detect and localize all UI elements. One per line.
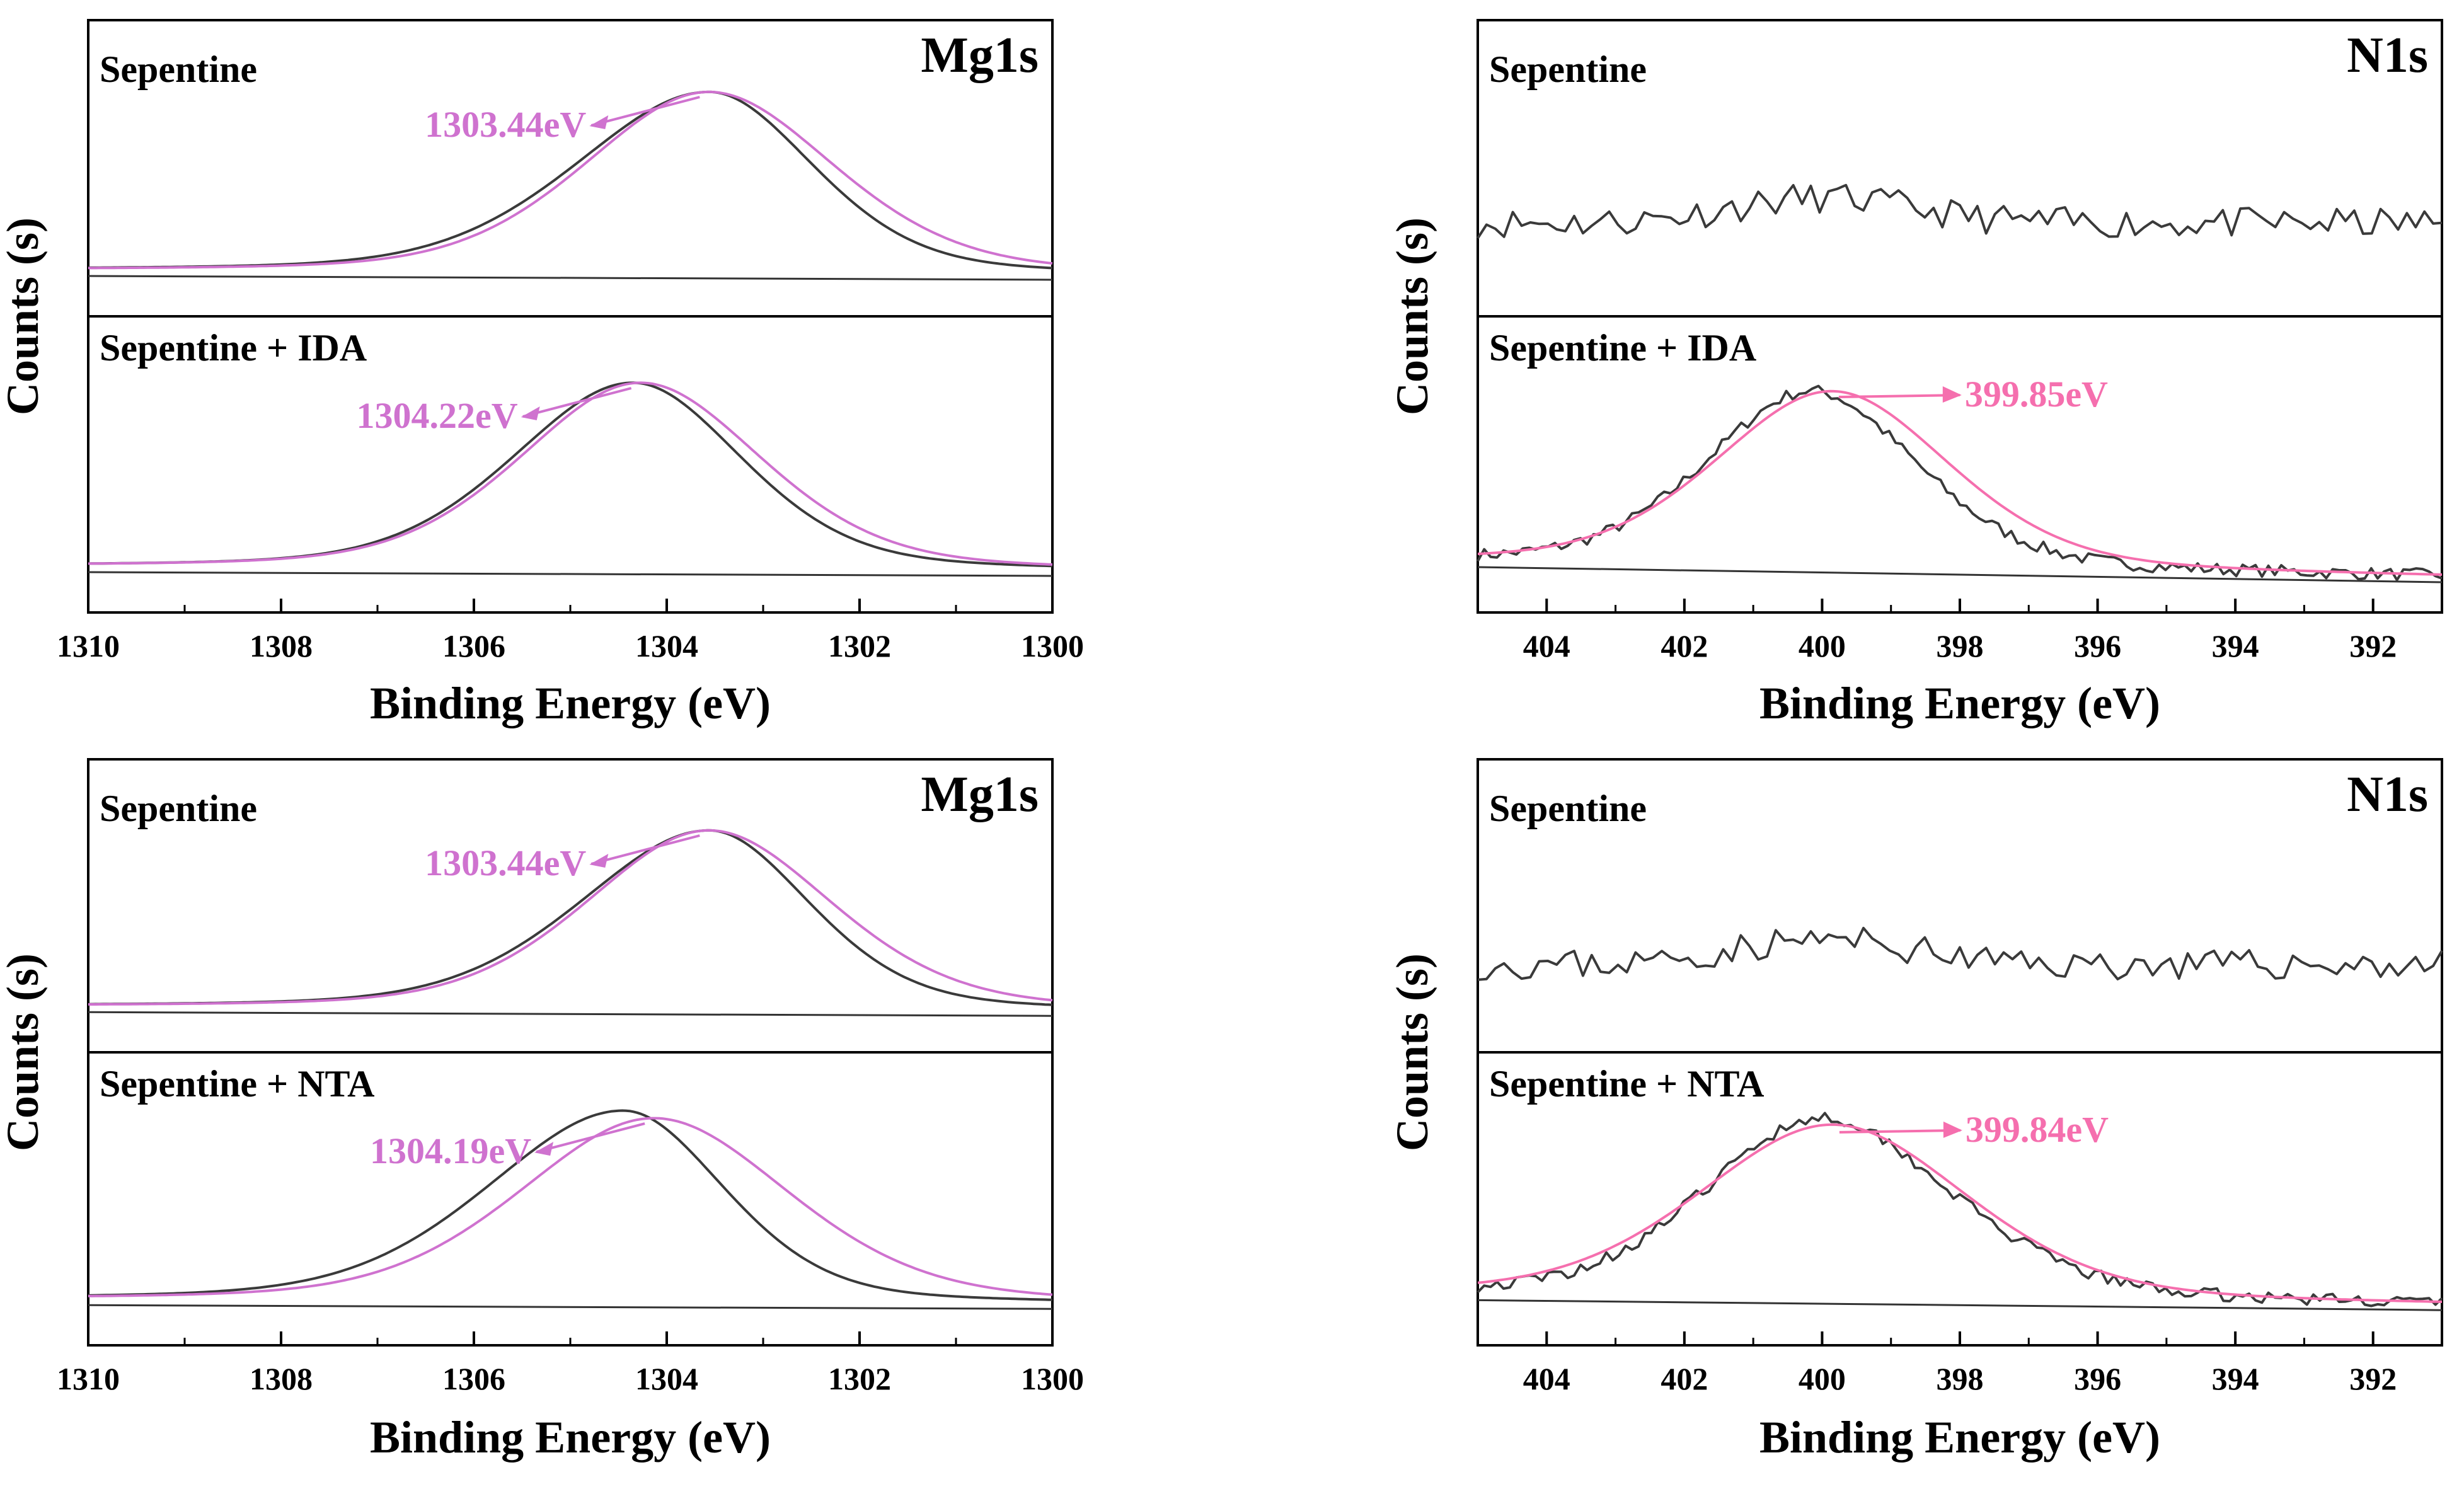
- fitted-peak-line: [88, 1117, 1053, 1297]
- x-tick-label: 394: [2212, 1361, 2259, 1396]
- x-tick-label: 400: [1799, 1361, 1846, 1396]
- fitted-peak-line: [88, 90, 1053, 270]
- x-tick-label: 1302: [828, 1361, 891, 1396]
- peak-position-label: 399.85eV: [1965, 374, 2108, 415]
- x-axis-label: Binding Energy (eV): [1759, 678, 2160, 728]
- x-tick-label: 1300: [1021, 1361, 1084, 1396]
- peak-position-label: 1303.44eV: [425, 104, 586, 145]
- panel-sample-label: Sepentine + IDA: [100, 327, 367, 369]
- peak-arrow: [522, 387, 632, 418]
- peak-arrow: [590, 96, 700, 127]
- panel-sample-label: Sepentine + IDA: [1489, 327, 1756, 369]
- background-baseline: [88, 275, 1053, 281]
- peak-position-label: 1303.44eV: [425, 842, 586, 883]
- peak-arrow: [1838, 394, 1960, 398]
- y-axis-label: Counts (s): [0, 953, 48, 1151]
- chart-title: Mg1s: [921, 28, 1039, 83]
- x-tick-label: 398: [1937, 628, 1984, 664]
- y-axis-label: Counts (s): [1387, 953, 1437, 1151]
- panel-sample-label: Sepentine: [1489, 49, 1647, 90]
- x-tick-label: 392: [2349, 628, 2397, 664]
- panel-sample-label: Sepentine + NTA: [100, 1063, 374, 1105]
- x-tick-label: 1308: [250, 628, 313, 664]
- peak-arrow: [590, 834, 700, 865]
- peak-arrowhead: [521, 406, 540, 420]
- peak-position-label: 1304.19eV: [370, 1130, 531, 1171]
- x-tick-label: 1302: [828, 628, 891, 664]
- background-baseline: [1477, 566, 2443, 583]
- measured-spectrum-line: [88, 1109, 1053, 1301]
- x-tick-label: 392: [2349, 1361, 2397, 1396]
- peak-arrow: [536, 1122, 645, 1154]
- x-tick-label: 1306: [442, 1361, 505, 1396]
- x-axis-label: Binding Energy (eV): [370, 1412, 771, 1462]
- peak-arrow: [1839, 1129, 1960, 1134]
- measured-spectrum-line: [1477, 183, 2443, 239]
- fitted-peak-line: [1477, 389, 2443, 576]
- background-baseline: [88, 571, 1053, 577]
- x-tick-label: 404: [1523, 628, 1570, 664]
- x-tick-label: 400: [1799, 628, 1846, 664]
- x-tick-label: 1304: [635, 628, 698, 664]
- peak-arrowhead: [589, 854, 609, 868]
- measured-spectrum-line: [1477, 384, 2443, 582]
- x-tick-label: 404: [1523, 1361, 1570, 1396]
- x-tick-label: 394: [2212, 628, 2259, 664]
- x-tick-label: 1310: [57, 1361, 120, 1396]
- measured-spectrum-line: [88, 381, 1053, 568]
- peak-arrowhead: [1943, 1121, 1962, 1138]
- chart-n-nta: [1477, 758, 2443, 1347]
- chart-title: Mg1s: [921, 767, 1039, 822]
- peak-arrowhead: [534, 1142, 554, 1156]
- peak-arrowhead: [589, 115, 609, 129]
- x-tick-label: 1304: [635, 1361, 698, 1396]
- measured-spectrum-line: [1477, 1112, 2443, 1307]
- peak-arrowhead: [1942, 386, 1962, 403]
- x-tick-label: 1306: [442, 628, 505, 664]
- measured-spectrum-line: [1477, 926, 2443, 981]
- chart-mg-nta: [87, 758, 1054, 1347]
- y-axis-label: Counts (s): [0, 217, 48, 415]
- background-baseline: [88, 1011, 1053, 1017]
- panel-sample-label: Sepentine: [100, 788, 257, 829]
- chart-title: N1s: [2347, 767, 2428, 822]
- chart-mg-ida: [87, 19, 1054, 614]
- peak-position-label: 1304.22eV: [357, 395, 518, 436]
- x-axis-label: Binding Energy (eV): [1759, 1412, 2160, 1462]
- x-tick-label: 1310: [57, 628, 120, 664]
- x-tick-label: 398: [1937, 1361, 1984, 1396]
- x-tick-label: 402: [1661, 1361, 1708, 1396]
- x-tick-label: 1300: [1021, 628, 1084, 664]
- fitted-peak-line: [1477, 1123, 2443, 1303]
- x-tick-label: 402: [1661, 628, 1708, 664]
- panel-sample-label: Sepentine: [100, 49, 257, 90]
- background-baseline: [1477, 1299, 2443, 1311]
- panel-sample-label: Sepentine + NTA: [1489, 1063, 1764, 1105]
- fitted-peak-line: [88, 829, 1053, 1006]
- background-baseline: [88, 1304, 1053, 1310]
- x-tick-label: 396: [2074, 1361, 2121, 1396]
- y-axis-label: Counts (s): [1387, 217, 1437, 415]
- peak-position-label: 399.84eV: [1966, 1109, 2109, 1150]
- chart-n-ida: [1477, 19, 2443, 614]
- x-tick-label: 1308: [250, 1361, 313, 1396]
- chart-title: N1s: [2347, 28, 2428, 83]
- fitted-peak-line: [88, 381, 1053, 566]
- x-tick-label: 396: [2074, 628, 2121, 664]
- panel-sample-label: Sepentine: [1489, 788, 1647, 829]
- x-axis-label: Binding Energy (eV): [370, 678, 771, 728]
